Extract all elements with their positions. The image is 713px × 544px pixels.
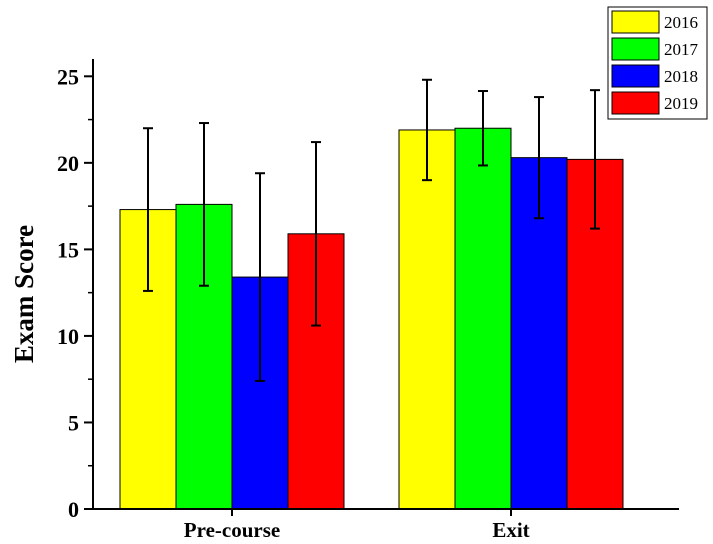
bars-layer — [119, 127, 624, 510]
legend-label-2016: 2016 — [664, 13, 698, 32]
error-bars-layer — [143, 78, 600, 382]
y-ticks-layer: 0 5 10 15 20 25 — [57, 64, 93, 522]
x-tick-label-pre-course: Pre-course — [184, 518, 280, 542]
legend-swatch-2016 — [611, 10, 660, 34]
legend-label-2017: 2017 — [664, 40, 699, 59]
legend-swatch-2019 — [611, 91, 660, 115]
y-axis-title: Exam Score — [9, 225, 39, 363]
bar-exit-2016 — [398, 129, 456, 510]
legend-swatch-2017 — [611, 37, 660, 61]
bar-exit-2017 — [454, 127, 512, 510]
legend-label-2019: 2019 — [664, 94, 698, 113]
y-tick-label-0: 0 — [68, 497, 79, 522]
x-labels-layer: Pre-course Exit — [184, 509, 530, 542]
y-tick-label-10: 10 — [57, 324, 79, 349]
x-tick-label-exit: Exit — [492, 518, 529, 542]
y-tick-label-20: 20 — [57, 151, 79, 176]
legend-label-2018: 2018 — [664, 67, 698, 86]
legend-swatch-2018 — [611, 64, 660, 88]
axes-layer — [92, 59, 679, 510]
y-tick-label-5: 5 — [68, 410, 79, 435]
y-tick-label-25: 25 — [57, 64, 79, 89]
legend: 2016 2017 2018 2019 — [607, 6, 708, 120]
y-tick-label-15: 15 — [57, 237, 79, 262]
